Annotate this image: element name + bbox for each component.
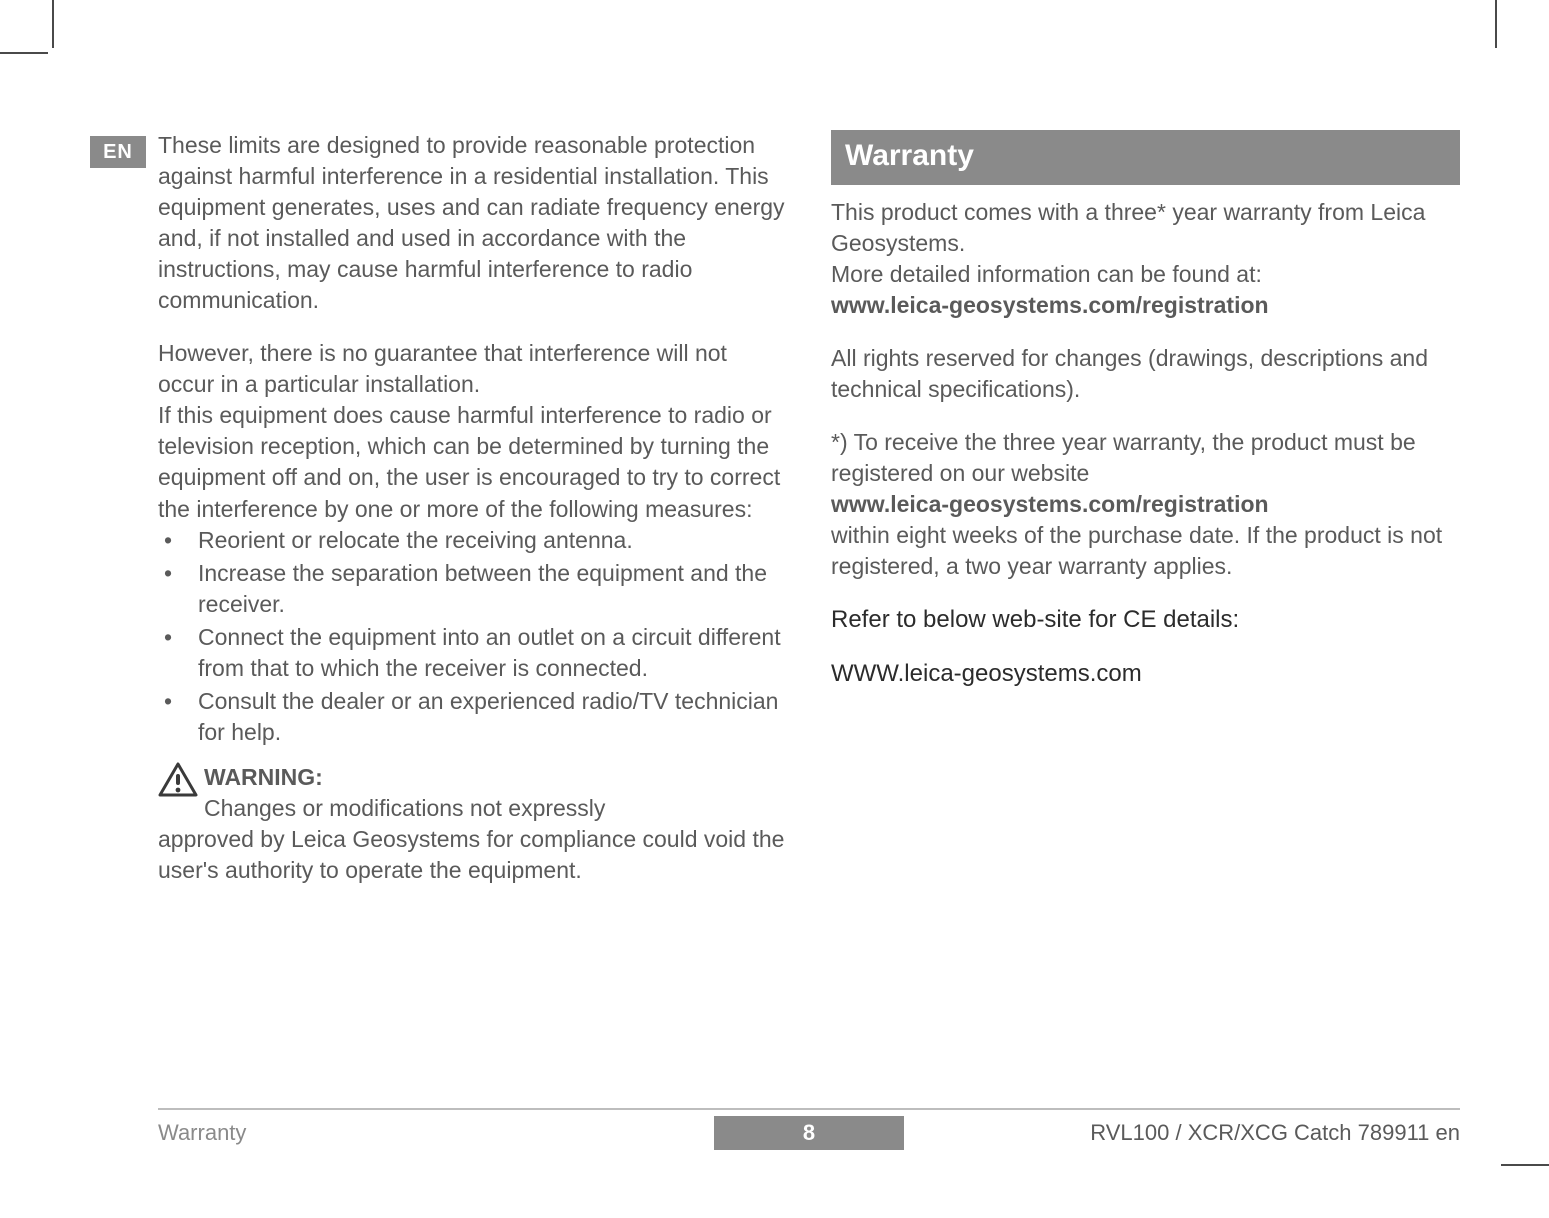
footer-rule [158,1108,1460,1110]
warning-block: WARNING: Changes or modifications not ex… [158,762,787,886]
section-heading: Warranty [831,130,1460,185]
registration-link: www.leica-geosystems.com/registration [831,489,1460,520]
ce-details-line: Refer to below web-site for CE details: [831,604,1460,636]
list-item: Increase the separation between the equi… [158,558,787,620]
footer-section-name: Warranty [158,1120,714,1146]
crop-mark [0,52,48,54]
crop-mark [1495,0,1497,48]
list-item: Reorient or relocate the receiving anten… [158,525,787,556]
warning-title: WARNING: [204,764,323,790]
footer-doc-id: RVL100 / XCR/XCG Catch 789911 en [904,1120,1460,1146]
page-footer: Warranty 8 RVL100 / XCR/XCG Catch 789911… [158,1108,1460,1150]
crop-mark [52,0,54,48]
list-item: Connect the equipment into an outlet on … [158,622,787,684]
body-paragraph: This product comes with a three* year wa… [831,197,1460,259]
left-column: These limits are designed to provide rea… [158,130,787,886]
warning-text: WARNING: Changes or modifications not ex… [204,762,787,824]
body-paragraph: *) To receive the three year warranty, t… [831,427,1460,489]
crop-mark [1501,1164,1549,1166]
body-paragraph: More detailed information can be found a… [831,259,1460,290]
body-paragraph: If this equipment does cause harmful int… [158,400,787,524]
body-paragraph: These limits are designed to provide rea… [158,130,787,316]
warning-body: approved by Leica Geosystems for complia… [158,824,787,886]
body-paragraph: All rights reserved for changes (drawing… [831,343,1460,405]
registration-link: www.leica-geosystems.com/registration [831,290,1460,321]
page-content: EN These limits are designed to provide … [90,130,1460,1150]
warning-icon [158,762,198,798]
warning-body: Changes or modifications not expressly [204,795,605,821]
bullet-list: Reorient or relocate the receiving anten… [158,525,787,748]
list-item: Consult the dealer or an experienced rad… [158,686,787,748]
language-badge: EN [90,136,146,168]
right-column: Warranty This product comes with a three… [831,130,1460,886]
body-paragraph: However, there is no guarantee that inte… [158,338,787,400]
body-paragraph: within eight weeks of the purchase date.… [831,520,1460,582]
page-number: 8 [714,1116,904,1150]
ce-url: WWW.leica-geosystems.com [831,658,1460,690]
two-column-layout: These limits are designed to provide rea… [158,130,1460,886]
